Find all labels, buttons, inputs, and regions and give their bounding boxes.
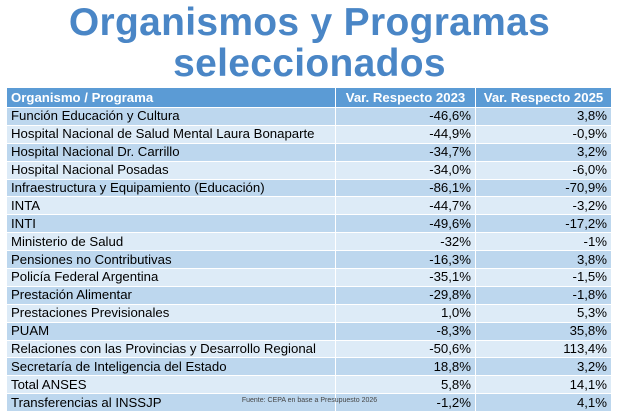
- organismo-cell: Secretaría de Inteligencia del Estado: [7, 357, 336, 377]
- organismo-cell: Total ANSES: [7, 375, 336, 395]
- table-row: Hospital Nacional Dr. Carrillo -34,7% 3,2%: [7, 143, 612, 162]
- table-row: Pensiones no Contributivas -16,3% 3,8%: [7, 250, 612, 270]
- var-2025-cell: -1%: [475, 232, 612, 252]
- organismo-cell: PUAM: [7, 322, 336, 341]
- var-2025-cell: -1,5%: [475, 268, 612, 287]
- organismo-cell: Pensiones no Contributivas: [7, 250, 336, 270]
- header-var-2023: Var. Respecto 2023: [335, 88, 476, 108]
- organismo-cell: Hospital Nacional Dr. Carrillo: [7, 143, 336, 162]
- var-2023-cell: -34,7%: [335, 143, 476, 162]
- organismo-cell: Hospital Nacional Posadas: [7, 161, 336, 180]
- var-2023-cell: -1,2%: [335, 393, 476, 412]
- organismo-cell: INTI: [7, 214, 336, 234]
- var-2023-cell: -44,9%: [335, 125, 476, 144]
- table-header-row: Organismo / Programa Var. Respecto 2023 …: [7, 88, 612, 108]
- organismo-cell: INTA: [7, 196, 336, 216]
- organismo-cell: Prestación Alimentar: [7, 286, 336, 305]
- var-2023-cell: -86,1%: [335, 179, 476, 198]
- table-row: Prestaciones Previsionales 1,0% 5,3%: [7, 304, 612, 323]
- var-2023-cell: -16,3%: [335, 250, 476, 270]
- table-row: Función Educación y Cultura -46,6% 3,8%: [7, 107, 612, 126]
- var-2025-cell: 14,1%: [475, 375, 612, 395]
- var-2025-cell: 3,8%: [475, 107, 612, 126]
- var-2025-cell: 3,8%: [475, 250, 612, 270]
- var-2023-cell: -49,6%: [335, 214, 476, 234]
- var-2023-cell: -35,1%: [335, 268, 476, 287]
- var-2025-cell: 3,2%: [475, 143, 612, 162]
- var-2023-cell: 5,8%: [335, 375, 476, 395]
- organismo-cell: Ministerio de Salud: [7, 232, 336, 252]
- table-row: PUAM -8,3% 35,8%: [7, 322, 612, 341]
- var-2025-cell: 35,8%: [475, 322, 612, 341]
- table-row: INTI -49,6% -17,2%: [7, 214, 612, 234]
- var-2023-cell: -8,3%: [335, 322, 476, 341]
- budget-table: Organismo / Programa Var. Respecto 2023 …: [7, 88, 612, 412]
- table-row: Hospital Nacional de Salud Mental Laura …: [7, 125, 612, 144]
- var-2025-cell: -1,8%: [475, 286, 612, 305]
- table-row: Relaciones con las Provincias y Desarrol…: [7, 340, 612, 359]
- var-2025-cell: 5,3%: [475, 304, 612, 323]
- organismo-cell: Infraestructura y Equipamiento (Educació…: [7, 179, 336, 198]
- var-2025-cell: -6,0%: [475, 161, 612, 180]
- organismo-cell: Hospital Nacional de Salud Mental Laura …: [7, 125, 336, 144]
- table-row: INTA -44,7% -3,2%: [7, 196, 612, 216]
- table-row: Policía Federal Argentina -35,1% -1,5%: [7, 268, 612, 287]
- var-2025-cell: -3,2%: [475, 196, 612, 216]
- var-2023-cell: -50,6%: [335, 340, 476, 359]
- table-row: Prestación Alimentar -29,8% -1,8%: [7, 286, 612, 305]
- table-row: Hospital Nacional Posadas -34,0% -6,0%: [7, 161, 612, 180]
- organismo-cell: Función Educación y Cultura: [7, 107, 336, 126]
- var-2023-cell: 1,0%: [335, 304, 476, 323]
- header-var-2025: Var. Respecto 2025: [475, 88, 612, 108]
- var-2023-cell: -46,6%: [335, 107, 476, 126]
- organismo-cell: Policía Federal Argentina: [7, 268, 336, 287]
- var-2025-cell: 3,2%: [475, 357, 612, 377]
- var-2025-cell: -70,9%: [475, 179, 612, 198]
- title-line-1: Organismos y Programas: [68, 1, 551, 44]
- organismo-cell: Prestaciones Previsionales: [7, 304, 336, 323]
- var-2023-cell: 18,8%: [335, 357, 476, 377]
- source-note: Fuente: CEPA en base a Presupuesto 2026: [241, 397, 378, 404]
- var-2023-cell: -29,8%: [335, 286, 476, 305]
- table-row: Infraestructura y Equipamiento (Educació…: [7, 179, 612, 198]
- table-row: Secretaría de Inteligencia del Estado 18,…: [7, 357, 612, 377]
- page-title: Organismos y Programas seleccionados: [0, 2, 619, 84]
- organismo-cell: Relaciones con las Provincias y Desarrol…: [7, 340, 336, 359]
- var-2023-cell: -44,7%: [335, 196, 476, 216]
- table-row: Total ANSES 5,8% 14,1%: [7, 375, 612, 395]
- var-2025-cell: -17,2%: [475, 214, 612, 234]
- var-2025-cell: -0,9%: [475, 125, 612, 144]
- header-organismo: Organismo / Programa: [7, 88, 336, 108]
- title-line-2: seleccionados: [173, 42, 446, 85]
- var-2025-cell: 113,4%: [475, 340, 612, 359]
- table-row: Ministerio de Salud -32% -1%: [7, 232, 612, 252]
- var-2023-cell: -34,0%: [335, 161, 476, 180]
- var-2023-cell: -32%: [335, 232, 476, 252]
